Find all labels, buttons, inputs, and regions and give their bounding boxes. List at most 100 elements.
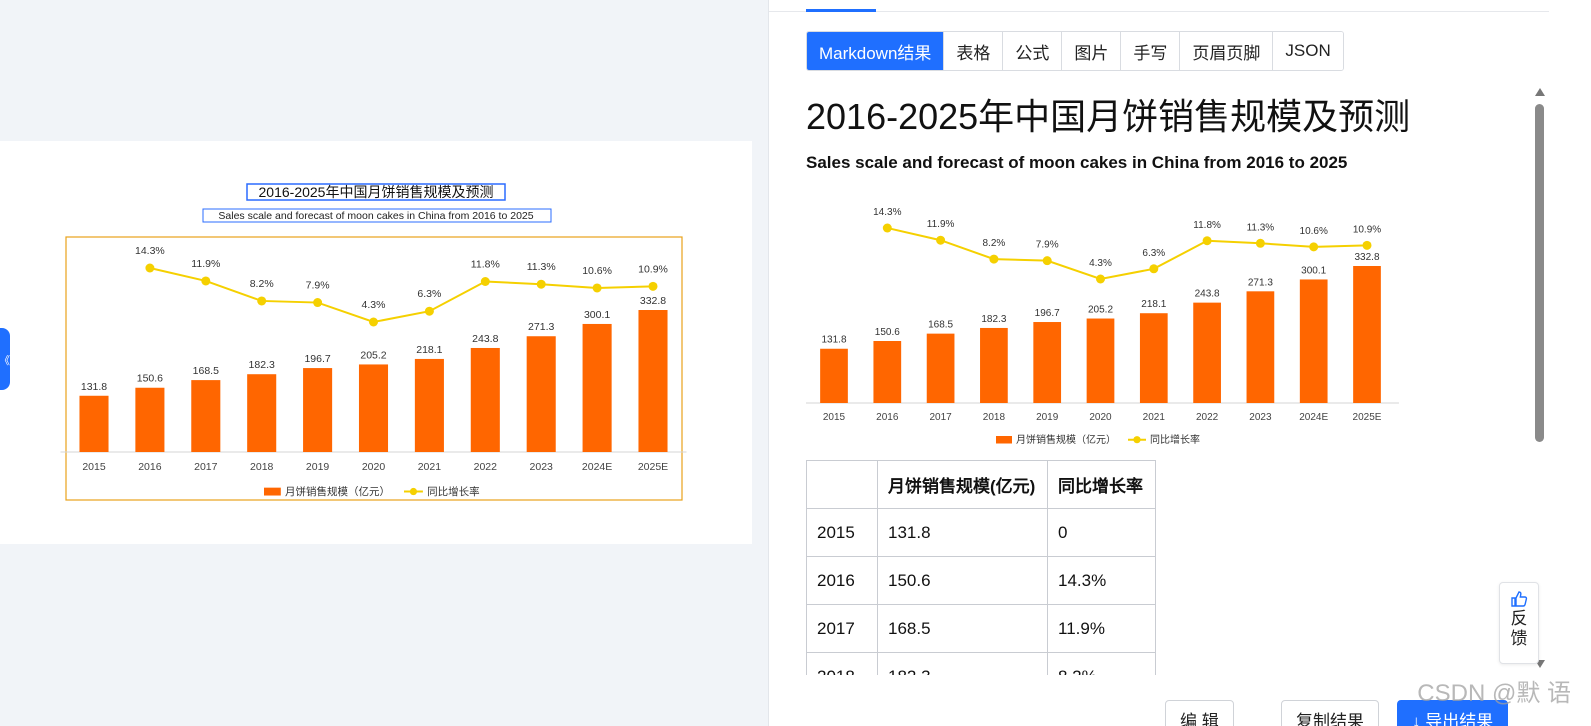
bar	[79, 395, 109, 452]
x-tick-label: 2016	[876, 412, 899, 423]
growth-rate-label: 11.9%	[191, 258, 220, 270]
x-tick-label: 2020	[362, 461, 386, 473]
table-header-row: 月饼销售规模(亿元) 同比增长率	[806, 460, 1156, 509]
growth-rate-label: 7.9%	[1036, 240, 1059, 251]
collapse-side-tab[interactable]: 《	[0, 328, 10, 390]
bar	[1033, 322, 1062, 403]
bar-value-label: 271.3	[528, 321, 554, 333]
table-cell: 131.8	[877, 508, 1048, 557]
bar-value-label: 150.6	[137, 373, 163, 385]
bar	[526, 336, 556, 452]
table-cell: 182.3	[877, 652, 1048, 675]
growth-rate-point	[989, 254, 999, 264]
tab-json[interactable]: JSON	[1273, 32, 1343, 70]
growth-rate-point	[1149, 264, 1159, 274]
growth-rate-label: 14.3%	[873, 207, 901, 218]
bar-value-label: 300.1	[1301, 265, 1326, 276]
growth-rate-label: 14.3%	[135, 245, 165, 257]
x-tick-label: 2023	[530, 461, 554, 473]
divider	[769, 11, 1549, 12]
tab-header-footer[interactable]: 页眉页脚	[1180, 32, 1274, 70]
growth-rate-point	[936, 235, 946, 245]
growth-rate-label: 4.3%	[1089, 258, 1112, 269]
growth-rate-point	[1202, 236, 1212, 246]
growth-rate-label: 11.3%	[527, 261, 556, 273]
growth-rate-label: 10.6%	[582, 265, 612, 277]
feedback-label-2: 馈	[1510, 629, 1528, 648]
growth-rate-line	[887, 227, 1368, 281]
bar	[1139, 313, 1168, 403]
tab-table[interactable]: 表格	[944, 32, 1004, 70]
bar	[820, 348, 848, 403]
growth-rate-label: 11.9%	[927, 219, 955, 230]
table-row: 2017 168.5 11.9%	[806, 604, 1156, 653]
chevron-left-icon: 《	[0, 355, 10, 367]
bar-value-label: 205.2	[1088, 305, 1113, 316]
source-document-image: 2016-2025年中国月饼销售规模及预测 Sales scale and for…	[0, 141, 752, 544]
x-tick-label: 2019	[1036, 412, 1059, 423]
growth-rate-point	[1042, 256, 1052, 266]
x-tick-label: 2025E	[638, 461, 668, 473]
table-header-cell: 同比增长率	[1047, 460, 1156, 509]
markdown-chart-image: 131.8 2015 150.6 2016 168.5 2017 182.3 2018 196.…	[806, 207, 1399, 446]
growth-rate-label: 11.3%	[1247, 222, 1275, 233]
bar-value-label: 168.5	[928, 320, 953, 331]
thumbs-up-icon	[1500, 589, 1538, 609]
x-tick-label: 2019	[306, 461, 330, 473]
bar	[873, 341, 902, 403]
x-tick-label: 2015	[823, 412, 846, 423]
tab-markdown[interactable]: Markdown结果	[807, 32, 945, 70]
table-header-cell	[806, 460, 878, 509]
scrollbar[interactable]	[1533, 88, 1545, 668]
scroll-up-arrow-icon[interactable]	[1535, 88, 1545, 96]
table-row: 2015 131.8 0	[806, 508, 1156, 557]
x-tick-label: 2024E	[1299, 412, 1328, 423]
tab-formula[interactable]: 公式	[1003, 32, 1063, 70]
active-tab-indicator	[806, 9, 876, 12]
bar	[358, 364, 389, 452]
table-header-cell: 月饼销售规模(亿元)	[877, 460, 1048, 509]
feedback-button[interactable]: 反 馈	[1499, 582, 1539, 664]
legend-bar-swatch	[996, 436, 1012, 444]
edit-button[interactable]: 编 辑	[1165, 700, 1234, 726]
growth-rate-point	[257, 296, 267, 306]
bar-value-label: 150.6	[875, 327, 900, 338]
bar-value-label: 131.8	[821, 335, 846, 346]
scroll-thumb[interactable]	[1535, 104, 1544, 442]
growth-rate-point	[1309, 242, 1319, 252]
x-tick-label: 2021	[418, 461, 442, 473]
bar-value-label: 218.1	[1141, 299, 1166, 310]
tab-handwriting[interactable]: 手写	[1121, 32, 1181, 70]
legend-line-dot	[1133, 436, 1141, 444]
growth-rate-point	[313, 298, 323, 308]
source-panel: 2016-2025年中国月饼销售规模及预测 Sales scale and for…	[0, 0, 768, 726]
table-cell: 0	[1047, 508, 1156, 557]
bar	[414, 358, 444, 452]
growth-rate-label: 6.3%	[417, 288, 441, 300]
x-tick-label: 2021	[1143, 412, 1166, 423]
bar-value-label: 131.8	[81, 381, 107, 393]
copy-result-button[interactable]: 复制结果	[1281, 700, 1379, 726]
x-tick-label: 2025E	[1353, 412, 1382, 423]
tab-image[interactable]: 图片	[1062, 32, 1122, 70]
scroll-down-arrow-icon[interactable]	[1535, 660, 1545, 668]
growth-rate-point	[424, 306, 434, 316]
growth-rate-point	[1362, 240, 1372, 250]
table-cell: 2018	[806, 652, 878, 675]
result-panel: Markdown结果 表格 公式 图片 手写 页眉页脚 JSON 2016-20…	[768, 0, 1591, 726]
export-result-button[interactable]: ↓ 导出结果	[1397, 700, 1509, 726]
result-tabs: Markdown结果 表格 公式 图片 手写 页眉页脚 JSON	[806, 31, 1344, 71]
title-highlight-box	[246, 183, 506, 201]
bar	[1353, 266, 1381, 403]
x-tick-label: 2022	[1196, 412, 1219, 423]
bar	[470, 347, 500, 452]
bar-value-label: 332.8	[1354, 252, 1379, 263]
growth-rate-label: 4.3%	[362, 299, 386, 311]
table-cell: 14.3%	[1047, 556, 1156, 605]
bar-value-label: 168.5	[193, 365, 219, 377]
growth-rate-label: 11.8%	[1193, 220, 1221, 231]
growth-rate-label: 10.9%	[1353, 224, 1381, 235]
growth-rate-point	[882, 223, 892, 233]
growth-rate-label: 11.8%	[471, 259, 500, 271]
growth-rate-point	[1096, 274, 1105, 284]
